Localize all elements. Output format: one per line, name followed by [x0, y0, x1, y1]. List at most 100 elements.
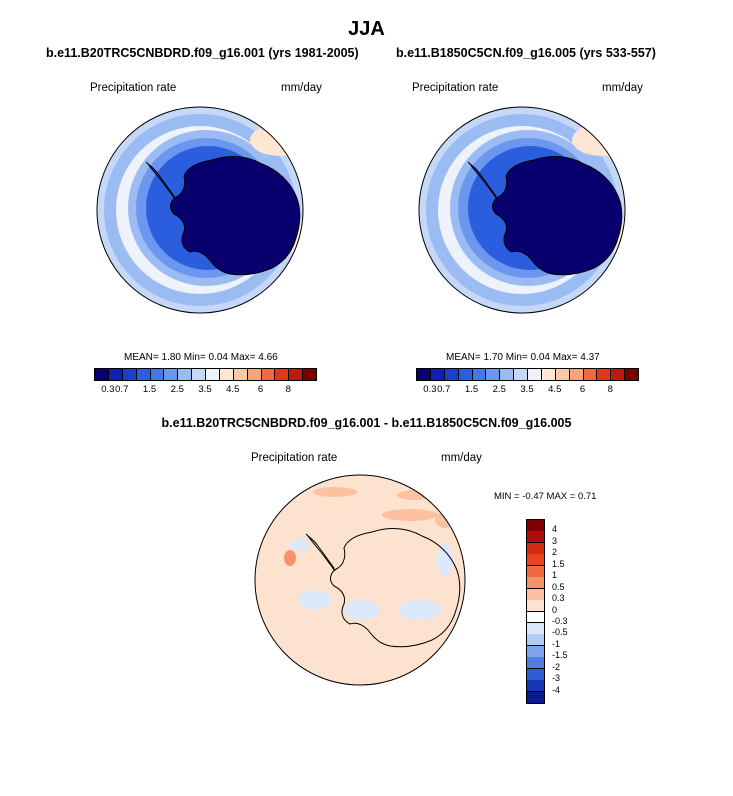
panel-2-stats: MEAN= 1.70 Min= 0.04 Max= 4.37: [446, 352, 600, 363]
diff-colorbar-swatch: [527, 668, 544, 681]
panel-1-colorbar-swatch: [205, 368, 220, 381]
panel-1-colorbar-swatch: [149, 368, 165, 381]
panel-2-colorbar-swatch: [429, 368, 445, 381]
panel-2-units: mm/day: [602, 82, 643, 94]
panel-2-colorbar-swatch: [610, 368, 626, 381]
diff-min-label: MIN =: [494, 491, 520, 502]
diff-max-label: MAX =: [546, 491, 576, 502]
panel-2-colorbar-label: 4.5: [548, 384, 562, 395]
panel-1-colorbar-labels: 0.3 0.7 1.5 2.5 3.5 4.5 6 8: [94, 384, 316, 396]
diff-colorbar-label: 0.5: [552, 581, 565, 592]
diff-colorbar: [526, 519, 545, 704]
diff-colorbar-label: -1: [552, 638, 561, 649]
diff-title: b.e11.B20TRC5CNBDRD.f09_g16.001 - b.e11.…: [161, 416, 572, 430]
panel-2-colorbar-labels: 0.3 0.7 1.5 2.5 3.5 4.5 6 8: [416, 384, 638, 396]
panel-1-colorbar-label: 6: [257, 384, 264, 395]
panel-2-variable: Precipitation rate: [412, 82, 499, 94]
panel-1-colorbar-swatch: [288, 368, 304, 381]
panel-2-colorbar-swatch: [513, 368, 528, 381]
panel-2-title: b.e11.B1850C5CN.f09_g16.005 (yrs 533-557…: [396, 46, 656, 60]
panel-1-colorbar-label: 0.3: [101, 384, 115, 395]
diff-colorbar-label: 2: [552, 547, 558, 558]
panel-1-min-label: Min=: [183, 352, 206, 363]
panel-2-colorbar-swatch: [471, 368, 487, 381]
panel-2-colorbar-label: 1.5: [464, 384, 479, 395]
panel-2-colorbar-swatch: [624, 368, 639, 381]
panel-1-map-border: [96, 106, 304, 314]
diff-colorbar-swatch: [527, 680, 544, 693]
panel-1-colorbar-swatch: [274, 368, 290, 381]
panel-1-colorbar-swatch: [163, 368, 179, 381]
panel-1-colorbar-swatch: [302, 368, 317, 381]
panel-2-colorbar-label: 8: [607, 384, 613, 395]
panel-2-colorbar-swatch: [582, 368, 598, 381]
diff-colorbar-label: -3: [552, 673, 561, 684]
panel-2-colorbar-swatch: [443, 368, 459, 381]
panel-2-colorbar-swatch: [499, 368, 515, 381]
diff-colorbar-swatch: [527, 520, 544, 532]
panel-1-max-value: 4.66: [258, 352, 278, 363]
panel-2-max-label: Max=: [552, 352, 578, 363]
diff-colorbar-swatch: [527, 645, 544, 658]
panel-2-colorbar-label: 2.5: [492, 384, 506, 395]
panel-2-mean-value: 1.70: [483, 352, 503, 363]
panel-1-units: mm/day: [281, 82, 322, 94]
diff-max-value: 0.71: [577, 491, 597, 502]
season-title: JJA: [348, 18, 385, 40]
diff-colorbar-swatch: [527, 531, 544, 544]
panel-1-colorbar: [94, 368, 317, 381]
panel-1-colorbar-label: 4.5: [226, 384, 240, 395]
panel-1-title: b.e11.B20TRC5CNBDRD.f09_g16.001 (yrs 198…: [46, 46, 359, 60]
panel-1-variable: Precipitation rate: [90, 82, 177, 94]
diff-colorbar-label: -1.5: [552, 650, 568, 661]
panel-1-map: [97, 107, 303, 313]
panel-1-min-value: 0.04: [208, 352, 228, 363]
diff-map-border: [254, 474, 466, 686]
panel-2-max-value: 4.37: [580, 352, 600, 363]
panel-1-colorbar-swatch: [191, 368, 206, 381]
diff-colorbar-swatch: [527, 588, 544, 601]
panel-2-colorbar-swatch: [485, 368, 501, 381]
panel-1-stats: MEAN= 1.80 Min= 0.04 Max= 4.66: [124, 352, 278, 363]
panel-2-colorbar-swatch: [596, 368, 612, 381]
diff-colorbar-label: 3: [552, 535, 558, 546]
panel-1-colorbar-swatch: [121, 368, 137, 381]
panel-1-colorbar-swatch: [232, 368, 248, 381]
diff-colorbar-swatch: [527, 691, 544, 704]
diff-colorbar-swatch: [527, 554, 544, 567]
diff-colorbar-label: 0.3: [552, 593, 565, 604]
panel-1-colorbar-swatch: [107, 368, 123, 381]
panel-2-map-border: [418, 106, 626, 314]
panel-2-colorbar-label: 6: [579, 384, 586, 395]
panel-1-colorbar-swatch: [135, 368, 151, 381]
diff-colorbar-swatch: [527, 611, 544, 624]
panel-2-colorbar-swatch: [540, 368, 556, 381]
diff-colorbar-swatch: [527, 577, 544, 590]
diff-colorbar-label: 1.5: [552, 558, 565, 569]
panel-2-colorbar-label: 0.3: [423, 384, 437, 395]
panel-1-colorbar-swatch: [218, 368, 234, 381]
panel-1-mean-label: MEAN=: [124, 352, 159, 363]
panel-1-colorbar-swatch: [177, 368, 193, 381]
panel-1-colorbar-label: 2.5: [170, 384, 184, 395]
diff-colorbar-swatch: [527, 657, 544, 670]
diff-stats: MIN = -0.47 MAX = 0.71: [494, 491, 596, 502]
panel-1-colorbar-swatch: [246, 368, 262, 381]
diff-colorbar-labels: 4 3 2 1.5 1 0.5 0.3 0 -0.3 -0.5 -1 -1.5 -2 -3 -4: [552, 519, 582, 704]
diff-colorbar-swatch: [527, 565, 544, 578]
diff-map: [255, 475, 465, 685]
diff-colorbar-swatch: [527, 600, 544, 612]
panel-2-colorbar-swatch: [554, 368, 570, 381]
panel-2-min-label: Min=: [505, 352, 528, 363]
diff-colorbar-swatch: [527, 622, 544, 635]
diff-colorbar-swatch: [527, 542, 544, 555]
panel-2-colorbar-swatch: [416, 368, 431, 381]
panel-2-colorbar-swatch: [527, 368, 542, 381]
panel-2-colorbar-swatch: [457, 368, 473, 381]
diff-variable: Precipitation rate: [251, 452, 338, 464]
panel-2-colorbar-label: 0.7: [437, 384, 451, 395]
panel-2-min-value: 0.04: [530, 352, 550, 363]
panel-1-colorbar-label: 3.5: [198, 384, 212, 395]
panel-1-colorbar-label: 1.5: [142, 384, 157, 395]
